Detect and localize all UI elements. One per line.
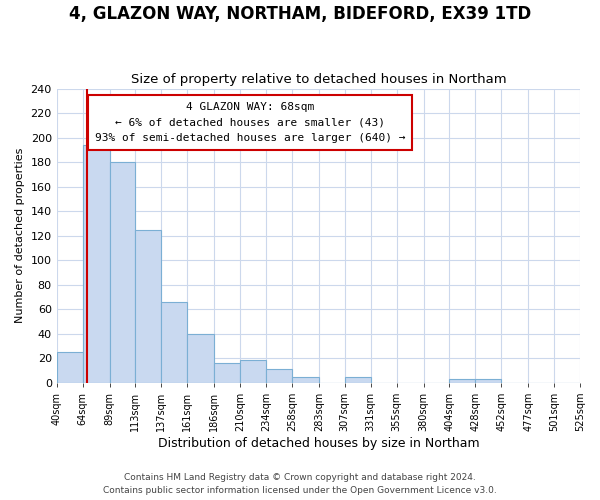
Y-axis label: Number of detached properties: Number of detached properties: [15, 148, 25, 324]
Text: 4, GLAZON WAY, NORTHAM, BIDEFORD, EX39 1TD: 4, GLAZON WAY, NORTHAM, BIDEFORD, EX39 1…: [69, 5, 531, 23]
Bar: [83, 145, 110, 383]
X-axis label: Distribution of detached houses by size in Northam: Distribution of detached houses by size …: [158, 437, 479, 450]
Text: Contains HM Land Registry data © Crown copyright and database right 2024.
Contai: Contains HM Land Registry data © Crown c…: [103, 474, 497, 495]
Title: Size of property relative to detached houses in Northam: Size of property relative to detached ho…: [131, 73, 506, 86]
Text: 4 GLAZON WAY: 68sqm
← 6% of detached houses are smaller (43)
93% of semi-detache: 4 GLAZON WAY: 68sqm ← 6% of detached hou…: [95, 102, 406, 143]
Bar: [475, 379, 501, 383]
Bar: [136, 230, 161, 383]
Bar: [110, 162, 136, 383]
Bar: [56, 352, 83, 383]
Bar: [266, 370, 292, 383]
Bar: [240, 360, 266, 383]
Bar: [292, 377, 319, 383]
Bar: [187, 334, 214, 383]
Bar: [161, 302, 187, 383]
Bar: [449, 379, 475, 383]
Bar: [214, 364, 240, 383]
Bar: [345, 377, 371, 383]
